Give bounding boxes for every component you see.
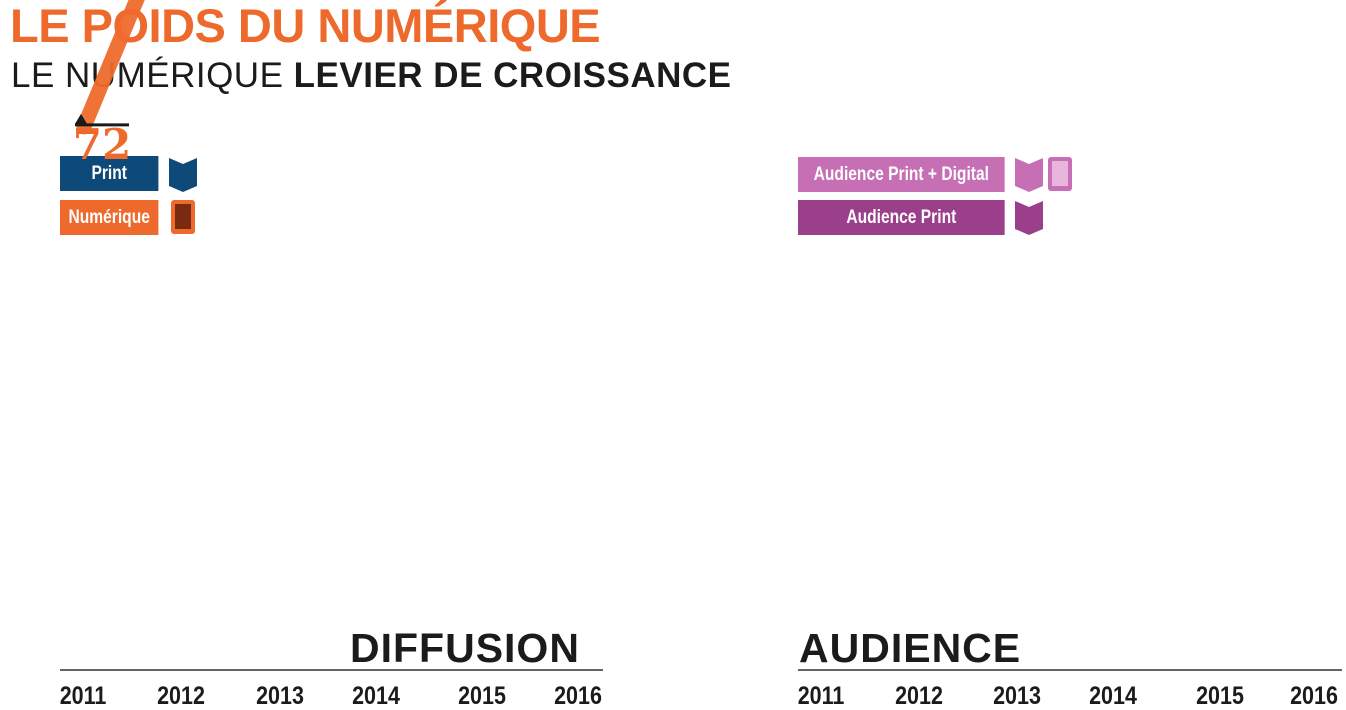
x-tick-label: 2012 [895,681,943,709]
x-tick-label: 2016 [554,681,602,709]
label-pointer [75,113,87,124]
x-tick-label: 2015 [458,681,506,709]
subtitle-bold: LEVIER DE CROISSANCE [293,56,732,95]
legend-print-label: Print [91,162,127,184]
book-icon [169,158,197,192]
chart-title-audience: AUDIENCE [799,625,1022,671]
x-tick-label: 2011 [798,681,845,709]
subtitle-light: LE NUMÉRIQUE [11,56,284,95]
legend-audience-print-digital-label: Audience Print + Digital [813,163,989,185]
page-title: LE POIDS DU NUMÉRIQUE [10,0,601,52]
legend-audience-print-digital: Audience Print + Digital [798,157,1005,192]
chart-title-diffusion: DIFFUSION [350,625,580,671]
legend-audience-print: Audience Print [798,200,1005,235]
legend-numerique: Numérique [60,200,159,235]
book-tablet-icon [1015,157,1072,192]
legend-audience-print-label: Audience Print [846,206,957,228]
legend-numerique-label: Numérique [68,206,150,228]
page-subtitle: LE NUMÉRIQUE LEVIER DE CROISSANCE [11,56,732,96]
x-tick-label: 2013 [993,681,1041,709]
x-tick-label: 2012 [157,681,205,709]
x-tick-label: 2016 [1290,681,1338,709]
legend-print: Print [60,156,159,191]
data-label-num-rique: 72 [73,120,131,169]
x-tick-label: 2015 [1196,681,1244,709]
x-tick-label: 2013 [256,681,304,709]
x-tick-label: 2011 [60,681,107,709]
tablet-icon [171,200,195,234]
x-tick-label: 2014 [352,681,400,709]
x-tick-label: 2014 [1089,681,1137,709]
book-icon [1015,201,1043,235]
series-line-num-rique [76,0,145,135]
